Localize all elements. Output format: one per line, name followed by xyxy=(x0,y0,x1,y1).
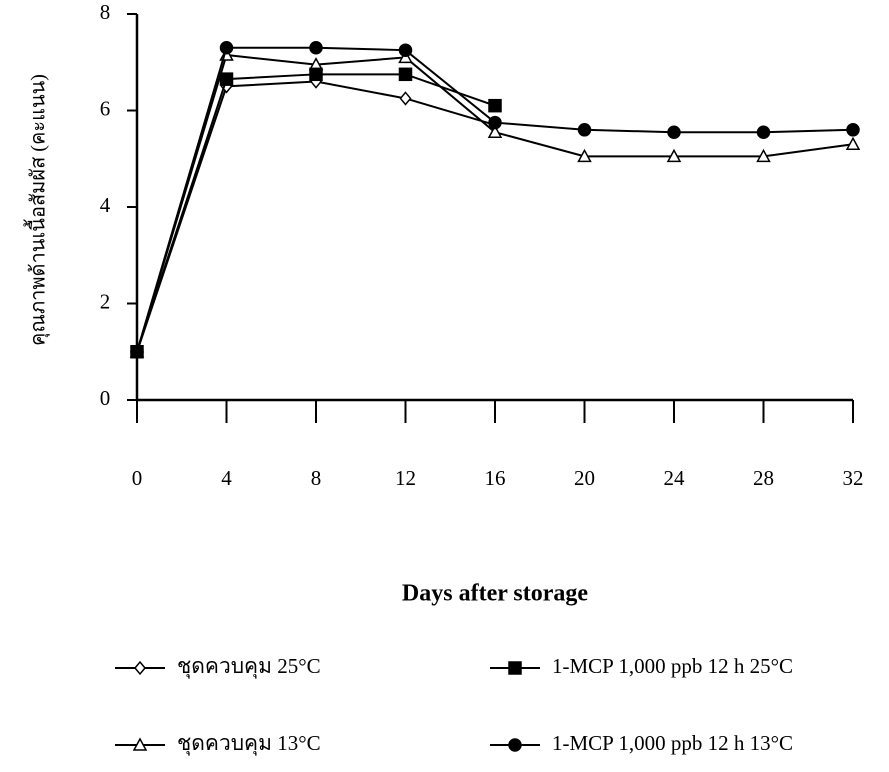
data-point xyxy=(487,124,503,138)
data-point xyxy=(219,72,234,86)
x-tick-label: 16 xyxy=(485,466,506,490)
legend-marker xyxy=(508,661,522,675)
x-tick-label: 32 xyxy=(843,466,864,490)
data-point xyxy=(845,136,861,151)
x-tick-label: 8 xyxy=(311,466,322,490)
x-tick-label: 28 xyxy=(753,466,774,490)
series-line xyxy=(136,46,854,353)
x-axis-title: Days after storage xyxy=(402,581,589,607)
y-tick-label: 4 xyxy=(100,193,111,217)
series-line xyxy=(136,73,496,353)
data-point xyxy=(488,98,502,113)
series-line xyxy=(136,80,496,353)
data-point xyxy=(577,148,592,163)
x-tick-label: 20 xyxy=(574,466,595,490)
x-tick-label: 12 xyxy=(395,466,416,490)
legend-label: ชุดควบคุม 13°C xyxy=(177,731,321,756)
legend-marker xyxy=(134,660,146,676)
legend-marker xyxy=(132,737,148,751)
data-point xyxy=(398,43,413,57)
y-tick-label: 2 xyxy=(100,289,111,313)
data-point xyxy=(488,115,502,130)
legend-label: ชุดควบคุม 25°C xyxy=(177,654,321,679)
x-tick-label: 4 xyxy=(221,466,232,490)
y-tick-label: 6 xyxy=(100,96,111,120)
legend-label: 1-MCP 1,000 ppb 12 h 13°C xyxy=(552,731,793,755)
data-point xyxy=(577,123,592,137)
x-tick-label: 0 xyxy=(132,466,143,490)
legend-label: 1-MCP 1,000 ppb 12 h 25°C xyxy=(552,654,793,678)
y-tick-label: 0 xyxy=(100,386,111,410)
y-axis-title: คุณภาพด้านเนื้อสัมผัส (คะแนน) xyxy=(24,74,51,346)
data-point xyxy=(398,67,413,82)
data-point xyxy=(309,41,323,55)
legend-marker xyxy=(508,738,522,752)
data-point xyxy=(219,41,234,55)
data-point xyxy=(667,125,681,139)
y-tick-label: 8 xyxy=(100,0,111,24)
data-point xyxy=(666,148,682,163)
data-point xyxy=(756,148,771,163)
x-tick-label: 24 xyxy=(664,466,686,490)
data-point xyxy=(130,345,144,359)
data-point xyxy=(846,123,860,137)
data-point xyxy=(399,91,412,106)
data-point xyxy=(309,67,323,82)
data-point xyxy=(756,125,771,139)
